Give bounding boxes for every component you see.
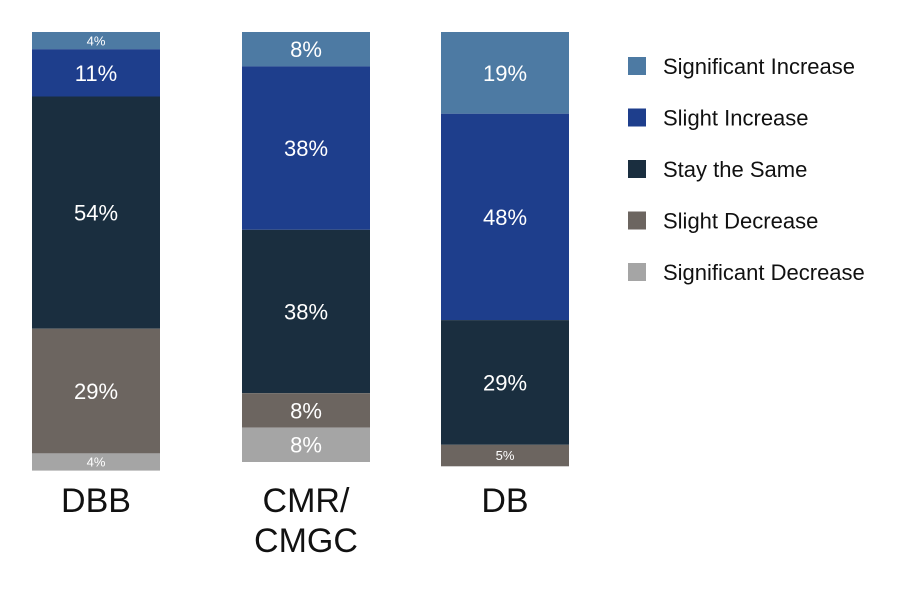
legend-label: Slight Increase [663, 106, 809, 131]
bar-segment [32, 453, 160, 471]
data-label: 54% [74, 201, 118, 226]
bar-segment [441, 113, 569, 321]
data-label: 38% [284, 136, 328, 161]
bar-segment [32, 328, 160, 454]
bar-segment [242, 66, 370, 230]
legend-label: Slight Decrease [663, 209, 818, 234]
data-label: 4% [87, 33, 106, 48]
bar-segment [242, 427, 370, 462]
data-label: 4% [87, 455, 106, 470]
bar-segment [441, 32, 569, 114]
legend: Significant Increase Slight Increase Stay … [628, 54, 865, 285]
data-label: 11% [75, 61, 117, 86]
legend-swatch [628, 160, 646, 178]
category-label: DBB [61, 482, 131, 520]
legend-label: Stay the Same [663, 157, 807, 182]
category-label: CMGC [254, 522, 358, 560]
bar-segment [441, 320, 569, 445]
data-label: 19% [483, 61, 527, 86]
data-label: 5% [496, 448, 515, 463]
legend-swatch [628, 108, 646, 127]
legend-swatch [628, 211, 646, 230]
bar-segment [32, 96, 160, 329]
bars-group: 4% 11% 54% 29% 4% 8% 38% 38% 8% 8% 19% 48% 29% 5% [32, 32, 569, 471]
category-labels: DBB CMR/CMGC DB [61, 482, 529, 560]
bar-segment [32, 32, 160, 50]
legend-swatch [628, 263, 646, 281]
data-label: 38% [284, 299, 328, 324]
data-label: 8% [290, 433, 322, 458]
bar-segment [242, 32, 370, 67]
legend-label: Significant Increase [663, 54, 855, 79]
data-label: 29% [483, 370, 527, 395]
data-label: 48% [483, 205, 527, 230]
data-label: 8% [290, 37, 322, 62]
legend-swatch [628, 57, 646, 75]
data-label: 8% [290, 398, 322, 423]
data-label: 29% [74, 379, 118, 404]
bar-segment [242, 393, 370, 428]
category-label: CMR/ [263, 482, 350, 520]
bar-segment [441, 444, 569, 467]
bar-segment [242, 229, 370, 394]
category-label: DB [481, 482, 528, 520]
legend-label: Significant Decrease [663, 260, 865, 285]
bar-segment [32, 49, 160, 97]
